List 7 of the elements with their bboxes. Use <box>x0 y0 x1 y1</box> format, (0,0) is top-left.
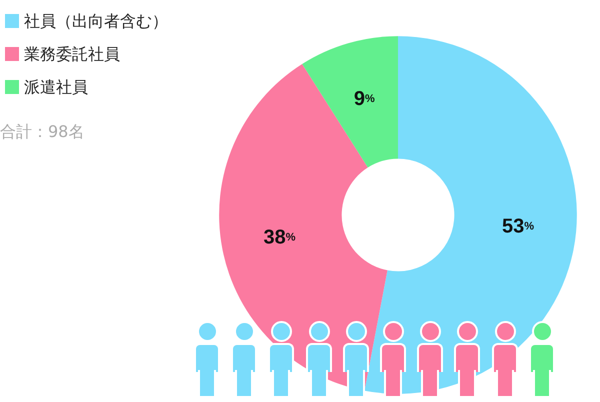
data-label: 9% <box>354 88 376 110</box>
data-label: 53% <box>502 215 534 238</box>
data-label: 38% <box>264 226 296 249</box>
text: 合計：98名 <box>0 122 84 143</box>
legend-label: 業務委託社員 <box>24 44 120 64</box>
legend-label: 社員（出向者含む） <box>24 12 168 30</box>
legend-label: 派遣社員 <box>24 78 88 96</box>
